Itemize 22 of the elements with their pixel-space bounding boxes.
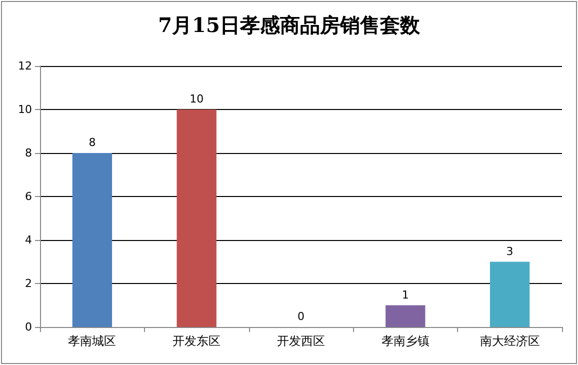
y-tick-label: 10 — [18, 103, 32, 116]
data-label: 8 — [88, 136, 96, 149]
data-label: 3 — [506, 244, 514, 258]
y-tick-label: 12 — [18, 60, 32, 72]
data-label: 10 — [190, 92, 204, 106]
y-tick-label: 8 — [25, 146, 32, 160]
x-tick-label: 开发西区 — [277, 334, 325, 348]
bar — [176, 110, 216, 327]
data-label: 0 — [298, 310, 304, 323]
x-tick-label: 开发东区 — [172, 334, 221, 348]
y-tick-label: 6 — [25, 190, 32, 203]
bar — [72, 153, 112, 327]
x-tick-label: 南大经济区 — [480, 334, 540, 348]
x-tick-label: 孝南城区 — [68, 334, 116, 348]
bar — [386, 305, 426, 327]
bar — [490, 262, 530, 327]
chart-title: 7月15日孝感商品房销售套数 — [158, 13, 421, 37]
y-tick-label: 4 — [25, 234, 32, 246]
y-tick-label: 0 — [25, 320, 32, 334]
data-label: 1 — [402, 288, 409, 302]
y-tick-label: 2 — [25, 277, 32, 290]
x-tick-label: 孝南乡镇 — [381, 334, 430, 348]
